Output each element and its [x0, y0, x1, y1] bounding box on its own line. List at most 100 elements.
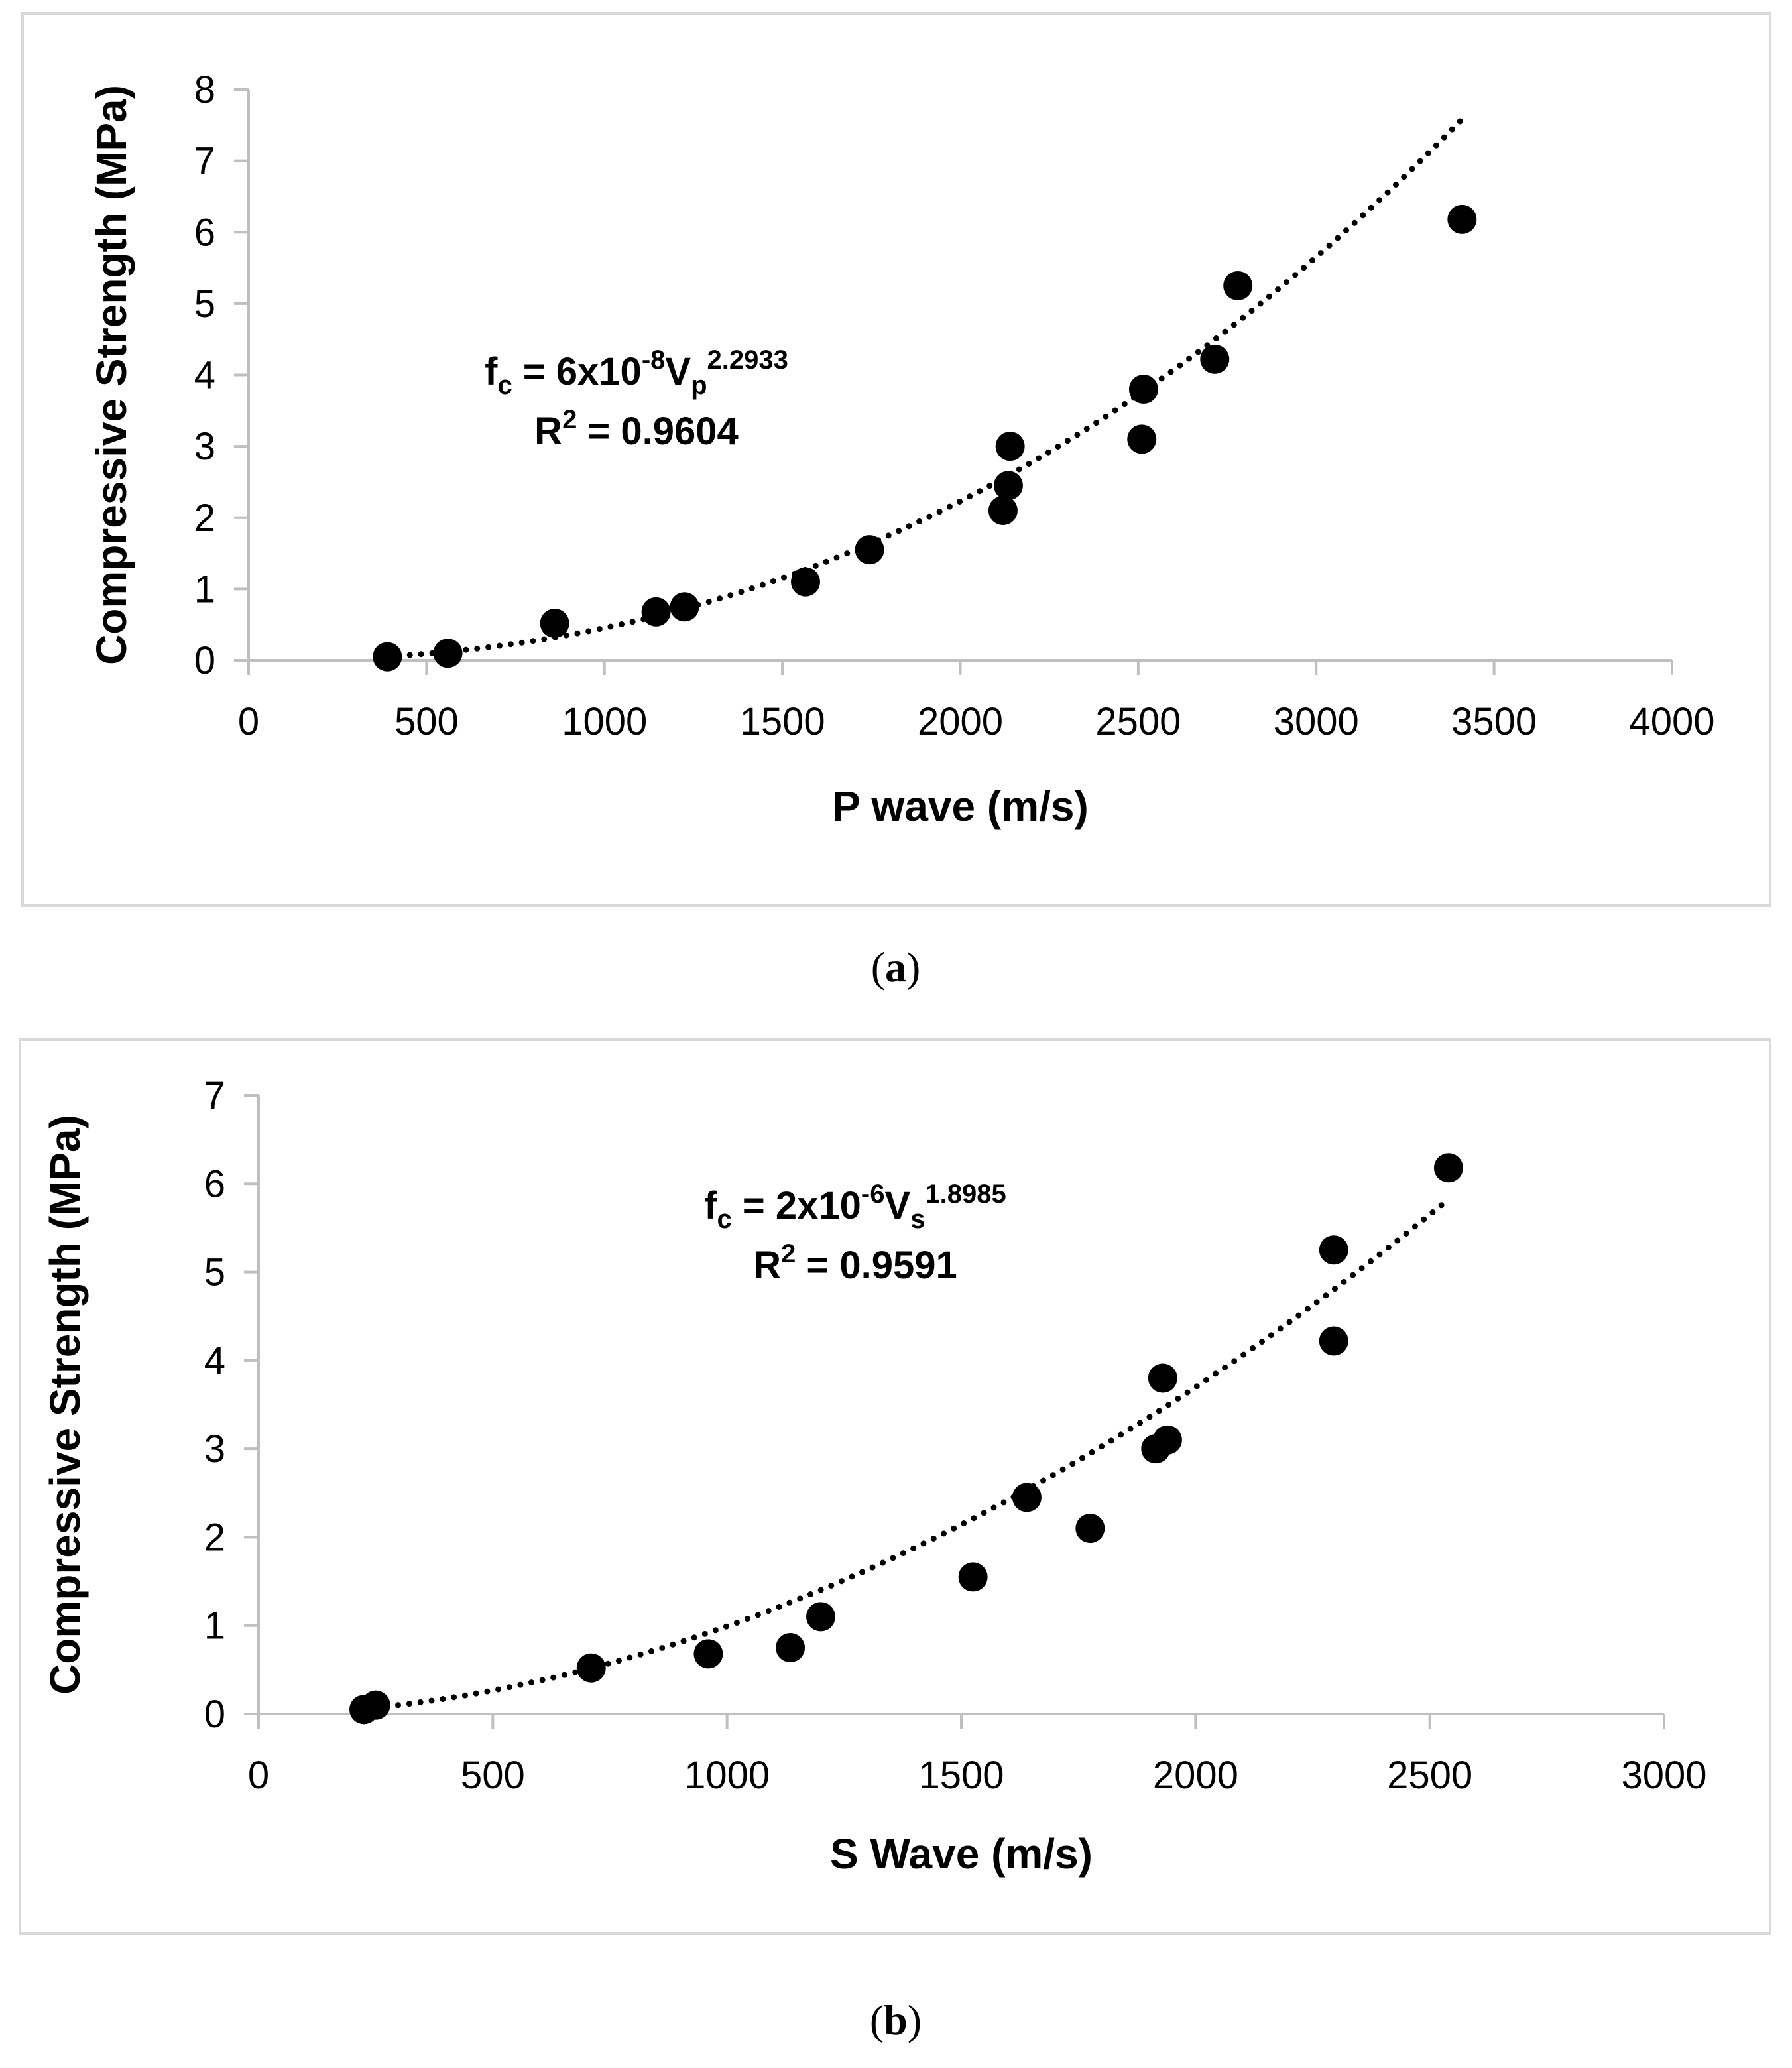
data-point-a [1127, 424, 1157, 454]
y-tick-label-a: 0 [194, 639, 215, 682]
eq-exp1: -8 [642, 345, 666, 375]
trend-equation-b: fc = 2x10-6Vs1.8985 [704, 1180, 1006, 1234]
x-tick-label-a: 2000 [918, 700, 1003, 743]
data-point-a [1447, 204, 1477, 234]
eq-var-sub: p [691, 371, 707, 400]
r2-sup: 2 [562, 405, 577, 434]
r2-value: = 0.9591 [796, 1244, 957, 1287]
y-tick-label-a: 1 [194, 568, 215, 611]
y-tick-label-b: 0 [204, 1693, 225, 1736]
data-point-a [1200, 344, 1230, 374]
x-axis-title-b: S Wave (m/s) [830, 1830, 1093, 1878]
r2-label: R [534, 410, 562, 453]
data-point-b [1319, 1326, 1348, 1356]
x-tick-label-b: 1500 [918, 1754, 1004, 1797]
y-tick-label-a: 5 [194, 282, 215, 326]
eq-lhs: f [704, 1184, 717, 1227]
eq-coefficient: = 6x10 [512, 350, 642, 393]
data-point-a [1223, 271, 1253, 300]
data-point-b [693, 1639, 723, 1669]
y-tick-label-a: 4 [194, 354, 215, 397]
eq-lhs-sub: c [497, 371, 512, 400]
y-tick-label-b: 1 [204, 1605, 225, 1648]
data-point-b [1012, 1483, 1042, 1512]
r2-sup: 2 [781, 1239, 796, 1268]
data-point-a [988, 495, 1018, 525]
y-tick-label-a: 7 [194, 140, 215, 183]
trend-equation-a: fc = 6x10-8Vp2.2933 [485, 345, 788, 400]
y-tick-label-a: 3 [194, 425, 215, 468]
x-tick-label-a: 4000 [1629, 700, 1714, 743]
y-tick-label-a: 8 [194, 68, 215, 111]
r-squared-a: R2 = 0.9604 [534, 405, 739, 453]
data-point-a [373, 642, 402, 672]
x-axis-title-a: P wave (m/s) [832, 782, 1089, 830]
data-point-a [641, 597, 671, 627]
eq-exp1: -6 [861, 1180, 885, 1209]
x-tick-label-a: 1000 [562, 700, 647, 743]
y-tick-label-b: 2 [204, 1516, 225, 1559]
x-tick-label-a: 0 [238, 700, 259, 743]
caption-close: ) [908, 1996, 922, 2043]
y-axis-title-b: Compressive Strength (MPa) [41, 1115, 89, 1695]
eq-lhs-sub: c [717, 1205, 732, 1234]
caption-letter: b [884, 1996, 908, 2043]
eq-var: V [665, 350, 691, 393]
chart-panel-a [21, 12, 1771, 907]
chart-panel-b [19, 1038, 1771, 1935]
y-tick-label-a: 6 [194, 211, 215, 254]
data-point-b [1152, 1425, 1182, 1455]
trendline-b [373, 1196, 1452, 1711]
eq-var-sub: s [910, 1205, 925, 1234]
eq-var: V [885, 1184, 911, 1227]
data-point-a [540, 609, 569, 639]
x-tick-label-b: 1000 [684, 1754, 770, 1797]
y-tick-label-b: 3 [204, 1428, 225, 1471]
y-tick-label-b: 6 [204, 1162, 225, 1205]
caption-letter: a [885, 943, 906, 991]
caption-open: ( [871, 943, 885, 991]
x-tick-label-a: 2500 [1095, 700, 1181, 743]
x-tick-label-b: 3000 [1621, 1754, 1706, 1797]
r-squared-b: R2 = 0.9591 [753, 1239, 957, 1287]
x-tick-label-b: 500 [461, 1754, 525, 1797]
y-tick-label-b: 4 [204, 1339, 225, 1382]
x-tick-label-b: 2000 [1153, 1754, 1238, 1797]
y-tick-label-b: 7 [204, 1074, 225, 1117]
data-point-b [1075, 1514, 1105, 1544]
x-tick-label-a: 1500 [740, 700, 825, 743]
eq-coefficient: = 2x10 [732, 1184, 861, 1227]
trendline-a [384, 116, 1465, 660]
data-point-a [433, 639, 463, 668]
data-point-b [776, 1633, 806, 1663]
x-tick-label-a: 500 [394, 700, 459, 743]
data-point-a [993, 471, 1023, 501]
data-point-b [1433, 1153, 1463, 1183]
r2-value: = 0.9604 [577, 410, 739, 453]
eq-exp2: 1.8985 [925, 1180, 1006, 1209]
y-tick-label-a: 2 [194, 497, 215, 540]
data-point-b [958, 1562, 988, 1592]
eq-exp2: 2.2933 [707, 345, 788, 375]
data-point-b [1148, 1363, 1177, 1393]
x-tick-label-a: 3000 [1274, 700, 1359, 743]
x-tick-label-b: 0 [248, 1754, 269, 1797]
data-point-b [361, 1690, 390, 1720]
x-tick-label-b: 2500 [1387, 1754, 1472, 1797]
x-tick-label-a: 3500 [1451, 700, 1537, 743]
panel-caption-b: (b) [870, 1996, 922, 2043]
caption-close: ) [906, 943, 920, 991]
data-point-b [576, 1653, 606, 1683]
data-point-a [1128, 375, 1158, 404]
y-tick-label-b: 5 [204, 1251, 225, 1294]
panel-caption-a: (a) [871, 943, 921, 991]
data-point-a [855, 535, 884, 565]
r2-label: R [753, 1244, 781, 1287]
data-point-a [670, 592, 699, 622]
caption-open: ( [870, 1996, 884, 2043]
data-point-a [995, 432, 1025, 461]
data-point-b [1319, 1235, 1348, 1265]
data-point-a [791, 567, 821, 597]
eq-lhs: f [485, 350, 498, 393]
